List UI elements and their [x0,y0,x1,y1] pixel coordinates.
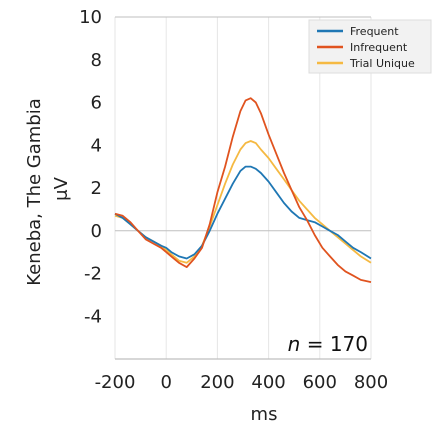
y-tick-label-1: -2 [84,264,102,285]
sample-size-annotation: n = 170 [288,332,368,356]
y-tick-label-6: 8 [91,50,102,71]
vertical-gridlines [114,17,372,359]
x-axis-label: ms [251,404,278,425]
legend-background [308,19,432,74]
y-axis-label: μV [51,176,72,200]
y-tick-label-4: 4 [91,135,102,156]
legend-label-0: Frequent [350,25,399,38]
series-line-frequent [114,165,372,260]
y-tick-label-2: 0 [91,221,102,242]
y-tick-label-7: 10 [79,7,102,28]
legend: Frequent Infrequent Trial Unique [308,19,432,74]
y-tick-label-0: -4 [84,306,102,327]
legend-label-2: Trial Unique [349,57,415,70]
series-lines [114,97,372,283]
x-tick-label-0: -200 [95,372,136,393]
x-tick-label-4: 600 [303,372,337,393]
x-tick-label-2: 200 [200,372,234,393]
series-line-infrequent [114,97,372,283]
x-tick-label-5: 800 [354,372,388,393]
y-tick-labels: -4 -2 0 2 4 6 8 10 [79,7,102,327]
legend-label-1: Infrequent [350,41,408,54]
y-tick-label-3: 2 [91,178,102,199]
sample-size-symbol: n [288,332,301,356]
x-tick-label-3: 400 [251,372,285,393]
row-label: Keneba, The Gambia [24,98,45,286]
sample-size-value: = 170 [300,332,368,356]
y-tick-label-5: 6 [91,93,102,114]
x-tick-labels: -200 0 200 400 600 800 [95,372,389,393]
x-tick-label-1: 0 [160,372,171,393]
